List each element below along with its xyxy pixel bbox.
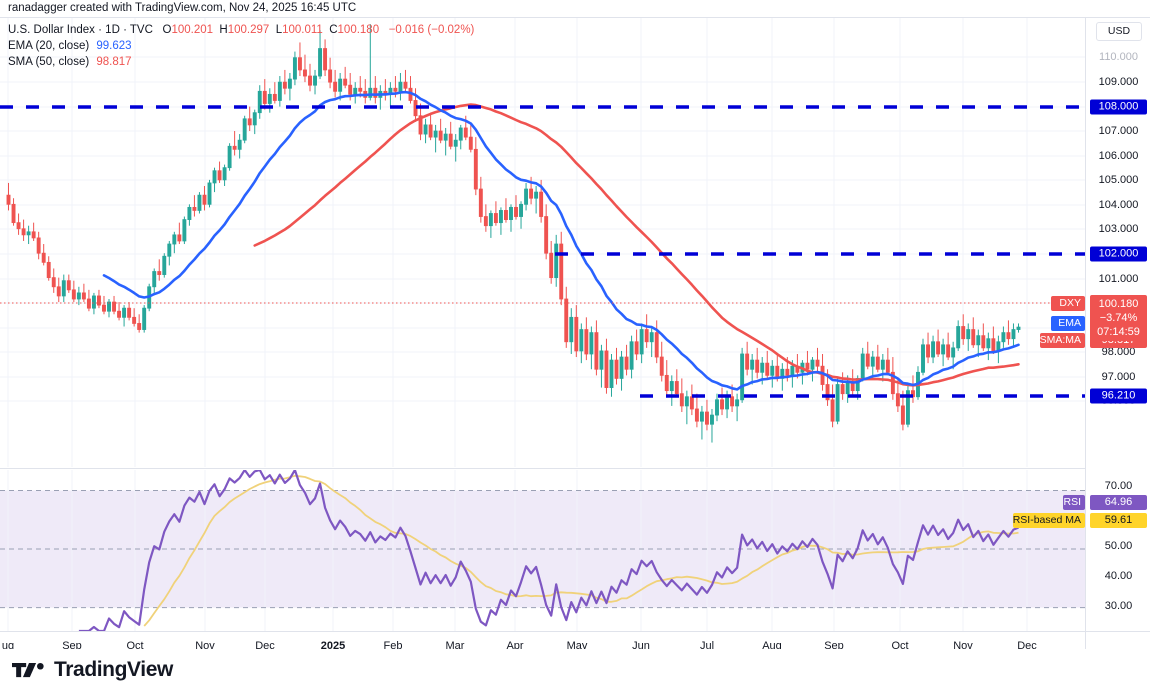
- ohlc-change: −0.016 (−0.02%): [388, 24, 475, 36]
- price-gridlines: [0, 18, 1085, 467]
- price-tick-4: 106.000: [1098, 150, 1139, 162]
- ohlc-low-value: 100.011: [282, 24, 323, 36]
- tradingview-mark-icon: [12, 662, 44, 677]
- legend-sma-row[interactable]: SMA (50, close) 98.817: [8, 54, 474, 70]
- rsi-tick-1: 50.00: [1104, 540, 1133, 552]
- price-axis[interactable]: USD 110.000 109.000 108.000 107.000 106.000 1…: [1085, 18, 1150, 631]
- hline-badge-2[interactable]: 96.210: [1090, 388, 1147, 404]
- legend-ema-label: EMA (20, close): [8, 40, 90, 52]
- price-tick-5: 105.000: [1098, 174, 1139, 186]
- rsi-chart-svg: [0, 470, 1085, 631]
- rsi-tick-3: 30.00: [1104, 600, 1133, 612]
- rsi-gridlines: [7, 470, 1028, 631]
- price-tick-1: 109.000: [1098, 76, 1139, 88]
- rsi-tag-0[interactable]: RSI: [1063, 495, 1085, 510]
- legend-interval: 1D: [105, 24, 120, 36]
- rsi-tick-0: 70.00: [1104, 480, 1133, 492]
- hline-badge-0[interactable]: 108.000: [1090, 99, 1147, 115]
- hline-badge-1[interactable]: 102.000: [1090, 246, 1147, 262]
- currency-badge[interactable]: USD: [1096, 22, 1142, 41]
- legend-ema-row[interactable]: EMA (20, close) 99.623: [8, 38, 474, 54]
- rsi-value-badge-0[interactable]: 64.96: [1090, 495, 1147, 510]
- rsi-tick-2: 40.00: [1104, 570, 1133, 582]
- candles: [6, 24, 1021, 443]
- tradingview-logo[interactable]: TradingView: [12, 658, 173, 682]
- last-price-change: −3.74%: [1099, 312, 1138, 324]
- ohlc-high-value: 100.297: [227, 24, 270, 36]
- last-price-badge[interactable]: 100.180 −3.74% 07:14:59: [1090, 295, 1147, 341]
- ohlc-open-value: 100.201: [171, 24, 214, 36]
- rsi-value-badge-1[interactable]: 59.61: [1090, 513, 1147, 528]
- chart-legend: U.S. Dollar Index · 1D · TVC O100.201 H1…: [8, 22, 474, 70]
- sma-line: [253, 103, 1020, 387]
- legend-sma-label: SMA (50, close): [8, 56, 90, 68]
- legend-symbol-row: U.S. Dollar Index · 1D · TVC O100.201 H1…: [8, 22, 474, 38]
- price-tick-12: 98.000: [1101, 346, 1136, 358]
- rsi-tag-1[interactable]: RSI-based MA: [1012, 513, 1085, 528]
- ohlc-close-value: 100.180: [337, 24, 380, 36]
- legend-ohlc: O100.201 H100.297 L100.011 C100.180 −0.0…: [156, 24, 475, 36]
- last-price-countdown: 07:14:59: [1097, 326, 1140, 338]
- indicator-tag-ema[interactable]: EMA: [1051, 316, 1085, 331]
- indicator-tag-sma-ma[interactable]: SMA:MA: [1039, 333, 1085, 348]
- ohlc-open-label: O: [162, 24, 172, 36]
- price-tick-3: 107.000: [1098, 125, 1139, 137]
- price-pane[interactable]: U.S. Dollar Index · 1D · TVC O100.201 H1…: [0, 18, 1085, 467]
- ema-line: [102, 90, 1020, 391]
- price-tick-13: 97.000: [1101, 371, 1136, 383]
- price-tick-9: 101.000: [1098, 273, 1139, 285]
- time-axis-separator: [1085, 632, 1086, 664]
- legend-symbol: U.S. Dollar Index: [8, 24, 95, 36]
- attribution-text: ranadagger created with TradingView.com,…: [8, 2, 357, 14]
- indicator-tag-dxy[interactable]: DXY: [1051, 296, 1085, 311]
- price-tick-7: 103.000: [1098, 223, 1139, 235]
- legend-sep1: ·: [98, 24, 106, 36]
- ohlc-low-label: L: [275, 24, 283, 36]
- legend-exchange: TVC: [129, 24, 153, 36]
- price-tick-0: 110.000: [1099, 51, 1138, 63]
- legend-sep2: ·: [123, 24, 130, 36]
- rsi-bottom-divider: [0, 631, 1150, 632]
- pane-divider: [0, 468, 1150, 469]
- ohlc-close-label: C: [329, 24, 338, 36]
- price-chart-svg: [0, 18, 1085, 467]
- rsi-pane[interactable]: RSI (14, close) 64.96 59.61 RSIRSI-based…: [0, 470, 1085, 631]
- last-price-value: 100.180: [1098, 298, 1139, 310]
- footer: TradingView: [0, 649, 1150, 694]
- rsi-line: [78, 470, 1019, 631]
- legend-sma-value: 98.817: [96, 56, 132, 68]
- price-tick-6: 104.000: [1098, 199, 1139, 211]
- ohlc-high-label: H: [219, 24, 228, 36]
- legend-ema-value: 99.623: [96, 40, 132, 52]
- tradingview-wordmark: TradingView: [54, 658, 173, 681]
- chart-frame: U.S. Dollar Index · 1D · TVC O100.201 H1…: [0, 17, 1150, 664]
